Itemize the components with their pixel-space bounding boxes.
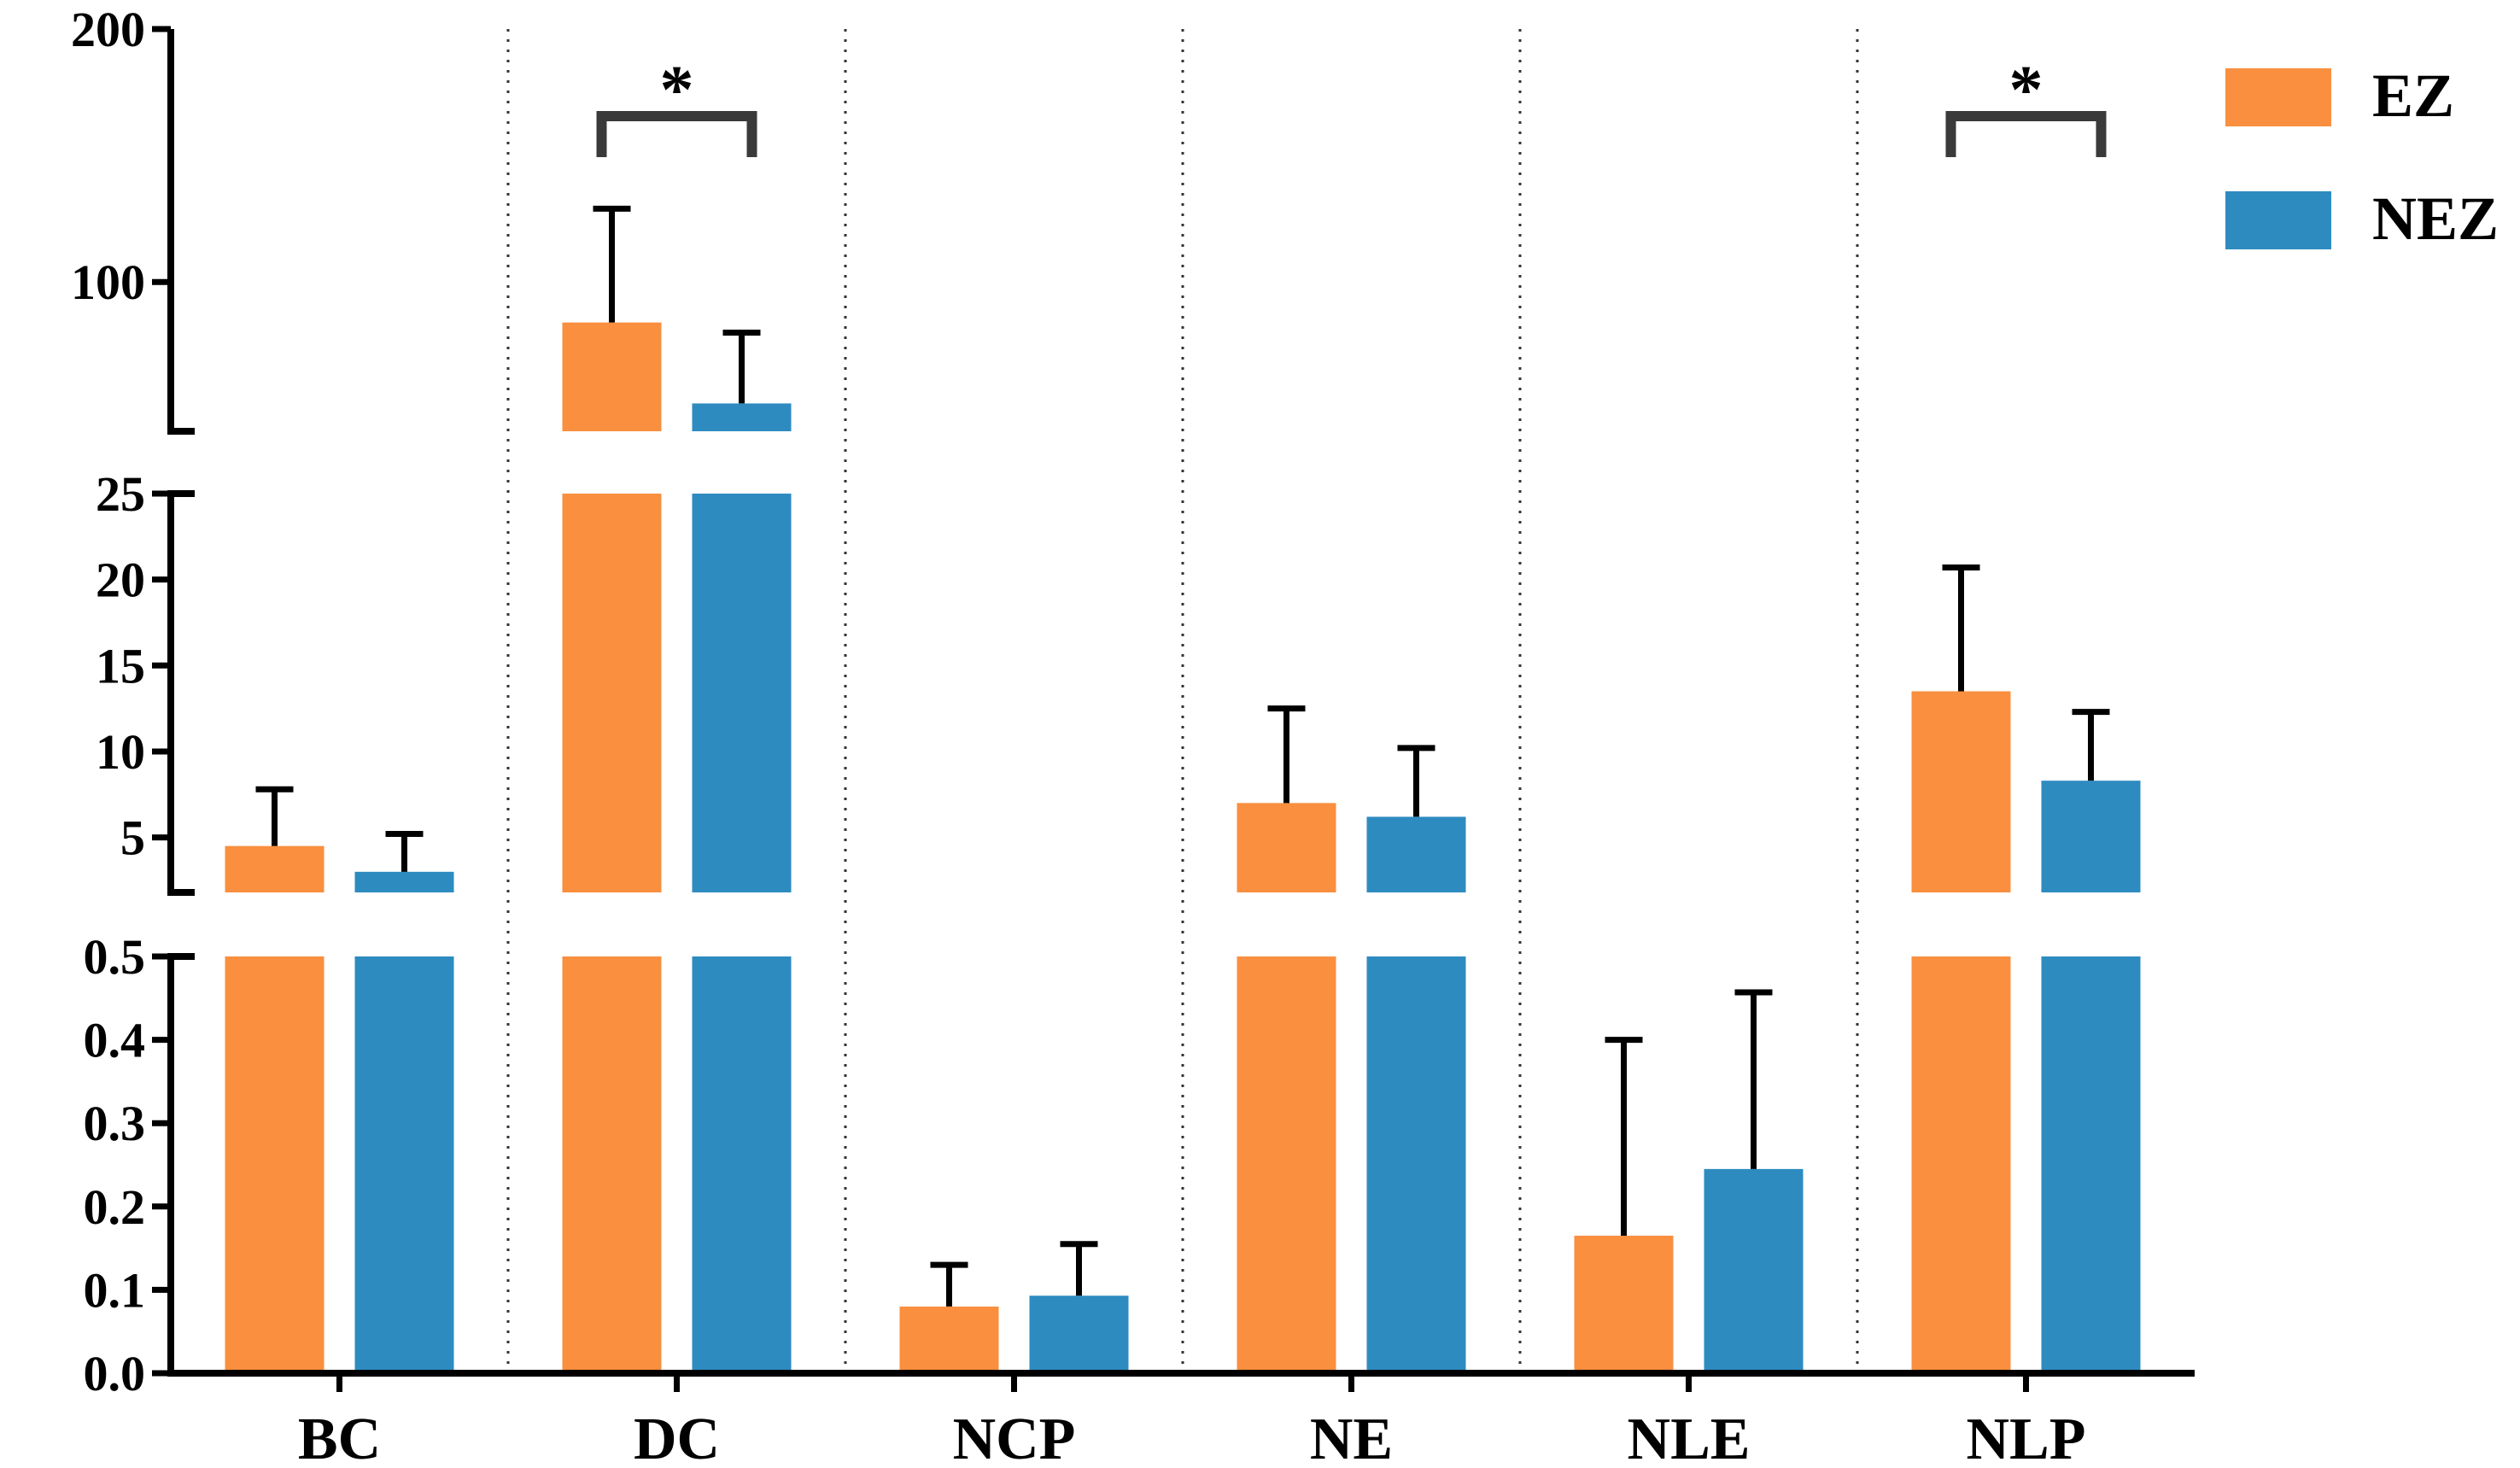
bar-nez-ne: [1366, 956, 1466, 1373]
error-bars: [255, 205, 2110, 1307]
bar-nez-ncp: [1029, 1295, 1129, 1373]
bar-nez-nlp: [2041, 956, 2141, 1373]
y-tick-label: 0.5: [84, 929, 146, 985]
y-tick-label: 0.4: [84, 1013, 146, 1068]
bars: [225, 322, 2141, 1373]
significance-label: *: [2009, 53, 2043, 128]
y-tick-label: 20: [96, 553, 145, 608]
bar-ez-bc: [225, 845, 325, 892]
y-tick-label: 15: [96, 638, 145, 693]
x-tick-label: NCP: [953, 1407, 1076, 1464]
x-tick-label: NLP: [1967, 1407, 2086, 1464]
bar-ez-dc: [562, 956, 662, 1373]
y-tick-label: 0.2: [84, 1179, 146, 1235]
legend-label-nez: NEZ: [2372, 184, 2499, 253]
significance-markers: * *: [596, 53, 2107, 157]
bar-ez-dc: [562, 494, 662, 892]
y-tick-label: 10: [96, 724, 145, 780]
bar-nez-bc: [354, 871, 454, 892]
significance-bracket-nlp: [1945, 111, 2107, 157]
legend-swatch-ez: [2225, 68, 2331, 126]
y-tick-label: 200: [71, 2, 145, 57]
bar-ez-ne: [1237, 956, 1336, 1373]
x-tick-label: BC: [298, 1407, 381, 1464]
bar-ez-nlp: [1911, 956, 2011, 1373]
legend: EZ NEZ: [2225, 61, 2499, 253]
y-tick-label: 0.3: [84, 1096, 146, 1151]
axes: 0.0 0.1 0.2 0.3 0.4 0.5 5 10 15 20 25 100 200 BC DC NCP…: [71, 2, 2195, 1468]
bar-nez-nlp: [2041, 781, 2141, 892]
bar-nez-nle: [1704, 1168, 1804, 1373]
bar-ez-dc: [562, 322, 662, 431]
bar-nez-dc: [692, 494, 792, 892]
bar-ez-nle: [1574, 1235, 1674, 1373]
y-tick-label: 100: [71, 254, 145, 310]
bar-ez-nlp: [1911, 691, 2011, 892]
bar-nez-dc: [692, 403, 792, 431]
x-tick-label: NE: [1310, 1407, 1393, 1464]
y-tick-label: 0.1: [84, 1262, 146, 1318]
y-tick-label: 5: [120, 810, 145, 866]
y-tick-label: 25: [96, 466, 145, 522]
bar-ez-ne: [1237, 803, 1336, 892]
bar-ez-bc: [225, 956, 325, 1373]
bar-ez-ncp: [899, 1306, 999, 1373]
x-tick-label: NLE: [1628, 1407, 1751, 1464]
legend-swatch-nez: [2225, 191, 2331, 249]
y-tick-label: 0.0: [84, 1346, 146, 1401]
x-tick-label: DC: [634, 1407, 720, 1464]
bar-nez-ne: [1366, 816, 1466, 892]
significance-label: *: [660, 53, 694, 128]
legend-label-ez: EZ: [2372, 61, 2454, 130]
bar-nez-bc: [354, 956, 454, 1373]
significance-bracket-dc: [596, 111, 757, 157]
bar-nez-dc: [692, 956, 792, 1373]
